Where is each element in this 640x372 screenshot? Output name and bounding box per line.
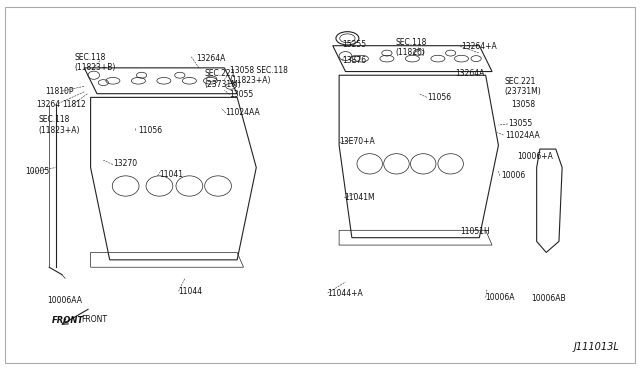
- Text: 13264+A: 13264+A: [461, 42, 497, 51]
- Text: 10006+A: 10006+A: [518, 152, 554, 161]
- Text: J111013L: J111013L: [573, 342, 620, 352]
- Text: 13058 SEC.118
(11823+A): 13058 SEC.118 (11823+A): [230, 65, 287, 85]
- Text: 11044+A: 11044+A: [328, 289, 364, 298]
- Text: 13055: 13055: [508, 119, 532, 128]
- Text: 10006AB: 10006AB: [532, 294, 566, 303]
- Text: 11024AA: 11024AA: [505, 131, 540, 140]
- Text: 11041M: 11041M: [344, 193, 375, 202]
- Text: SEC.118
(11823+B): SEC.118 (11823+B): [75, 52, 116, 72]
- Text: 13055: 13055: [230, 90, 254, 99]
- Text: FRONT: FRONT: [81, 315, 107, 324]
- Text: 10006A: 10006A: [486, 293, 515, 302]
- Text: 13264A: 13264A: [455, 69, 484, 78]
- Text: 13E76: 13E76: [342, 56, 367, 65]
- Text: 11056: 11056: [138, 126, 163, 135]
- Text: SEC.221
(23731M): SEC.221 (23731M): [505, 77, 541, 96]
- Text: 13264: 13264: [36, 100, 61, 109]
- Text: 13058: 13058: [511, 100, 535, 109]
- Text: 13E70+A: 13E70+A: [339, 137, 375, 146]
- Text: SEC.221
(23731M): SEC.221 (23731M): [204, 69, 241, 89]
- Text: SEC.118
(11823+A): SEC.118 (11823+A): [38, 115, 80, 135]
- Text: 11051H: 11051H: [460, 227, 490, 235]
- Text: 11056: 11056: [427, 93, 451, 102]
- Text: 11041: 11041: [159, 170, 184, 179]
- Text: 11044: 11044: [179, 287, 203, 296]
- Text: 15255: 15255: [342, 40, 367, 49]
- Text: FRONT: FRONT: [52, 316, 84, 325]
- Text: 10006AA: 10006AA: [47, 296, 83, 305]
- Text: 11810P: 11810P: [45, 87, 73, 96]
- Text: 11812: 11812: [62, 100, 86, 109]
- Text: 13264A: 13264A: [196, 54, 225, 63]
- Text: 10006: 10006: [502, 171, 526, 180]
- Text: 11024AA: 11024AA: [226, 108, 260, 117]
- Text: SEC.118
(11826): SEC.118 (11826): [395, 38, 427, 57]
- Text: 13270: 13270: [113, 159, 137, 169]
- Text: 10005: 10005: [26, 167, 50, 176]
